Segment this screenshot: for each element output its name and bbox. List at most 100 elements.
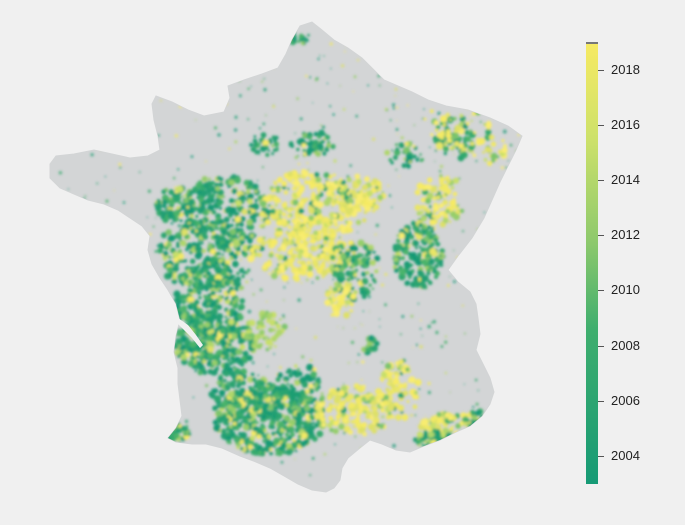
affected-area-patch	[483, 425, 489, 431]
affected-area-patch	[390, 161, 394, 165]
affected-area-patch	[256, 212, 261, 217]
affected-area-patch	[230, 223, 234, 228]
affected-area-patch	[177, 249, 183, 254]
affected-area-patch	[295, 398, 299, 403]
affected-area-speck	[488, 110, 491, 113]
affected-area-patch	[442, 437, 448, 443]
affected-area-patch	[321, 269, 328, 277]
affected-area-patch	[411, 234, 415, 238]
affected-area-speck	[309, 474, 312, 477]
affected-area-patch	[361, 204, 365, 208]
affected-area-speck	[136, 81, 139, 84]
affected-area-patch	[275, 230, 280, 236]
affected-area-patch	[311, 191, 316, 195]
affected-area-patch	[397, 404, 404, 412]
colorbar-tick	[598, 401, 604, 402]
affected-area-speck	[97, 69, 101, 72]
affected-area-patch	[236, 228, 240, 232]
affected-area-patch	[178, 200, 182, 205]
affected-area-patch	[321, 147, 324, 151]
colorbar-tick	[598, 346, 604, 347]
affected-area-speck	[114, 450, 117, 453]
affected-area-patch	[183, 349, 187, 354]
affected-area-patch	[353, 290, 358, 294]
affected-area-patch	[191, 200, 194, 203]
affected-area-patch	[281, 274, 289, 282]
affected-area-patch	[292, 199, 299, 206]
affected-area-patch	[166, 266, 174, 273]
affected-area-speck	[482, 262, 485, 266]
affected-area-speck	[208, 241, 211, 244]
affected-area-patch	[412, 144, 416, 148]
affected-area-patch	[302, 216, 310, 223]
affected-area-speck	[94, 337, 97, 340]
affected-area-patch	[340, 201, 344, 205]
affected-area-patch	[189, 223, 194, 228]
affected-area-speck	[280, 460, 284, 464]
affected-area-patch	[479, 421, 486, 428]
affected-area-patch	[349, 302, 354, 307]
affected-area-patch	[490, 141, 497, 147]
affected-area-speck	[266, 64, 269, 67]
affected-area-patch	[490, 152, 498, 160]
affected-area-patch	[224, 383, 230, 390]
affected-area-patch	[435, 242, 441, 247]
affected-area-speck	[283, 286, 286, 289]
affected-area-speck	[435, 69, 438, 72]
affected-area-patch	[286, 382, 290, 386]
affected-area-speck	[116, 313, 120, 317]
affected-area-patch	[252, 425, 259, 432]
affected-area-patch	[249, 435, 256, 441]
affected-area-patch	[161, 189, 167, 195]
affected-area-speck	[332, 113, 335, 116]
affected-area-patch	[412, 154, 417, 159]
affected-area-speck	[278, 366, 282, 369]
affected-area-patch	[332, 286, 339, 293]
affected-area-patch	[271, 152, 275, 156]
affected-area-speck	[249, 473, 253, 477]
affected-area-speck	[391, 149, 394, 152]
affected-area-speck	[188, 84, 190, 87]
affected-area-patch	[309, 252, 313, 256]
affected-area-speck	[58, 289, 62, 293]
affected-area-patch	[297, 40, 301, 43]
affected-area-speck	[356, 361, 359, 364]
affected-area-speck	[135, 275, 137, 277]
affected-area-patch	[294, 276, 300, 282]
affected-area-speck	[116, 253, 120, 257]
affected-area-speck	[90, 153, 94, 157]
affected-area-patch	[301, 432, 308, 439]
affected-area-speck	[134, 472, 137, 474]
affected-area-patch	[220, 428, 227, 434]
affected-area-speck	[248, 59, 251, 62]
affected-area-patch	[253, 186, 258, 191]
affected-area-speck	[391, 206, 393, 209]
affected-area-patch	[355, 268, 358, 272]
affected-area-speck	[385, 68, 388, 72]
affected-area-patch	[414, 381, 417, 384]
affected-area-speck	[414, 414, 417, 417]
affected-area-speck	[329, 42, 333, 46]
affected-area-patch	[469, 129, 472, 133]
affected-area-speck	[461, 255, 465, 259]
affected-area-speck	[103, 397, 106, 399]
affected-area-patch	[323, 172, 330, 179]
affected-area-patch	[236, 369, 240, 373]
affected-area-speck	[502, 356, 506, 360]
affected-area-patch	[218, 339, 222, 343]
affected-area-patch	[371, 178, 379, 185]
affected-area-patch	[188, 284, 192, 288]
affected-area-speck	[453, 153, 455, 155]
affected-area-patch	[330, 229, 335, 235]
affected-area-speck	[170, 221, 174, 225]
affected-area-patch	[278, 433, 283, 437]
affected-area-speck	[78, 275, 80, 277]
affected-area-patch	[296, 147, 300, 152]
affected-area-speck	[362, 310, 365, 313]
affected-area-speck	[228, 147, 231, 150]
affected-area-speck	[102, 124, 104, 126]
affected-area-patch	[215, 194, 218, 198]
affected-area-speck	[263, 77, 266, 80]
affected-area-patch	[442, 447, 446, 451]
affected-area-patch	[171, 278, 178, 285]
